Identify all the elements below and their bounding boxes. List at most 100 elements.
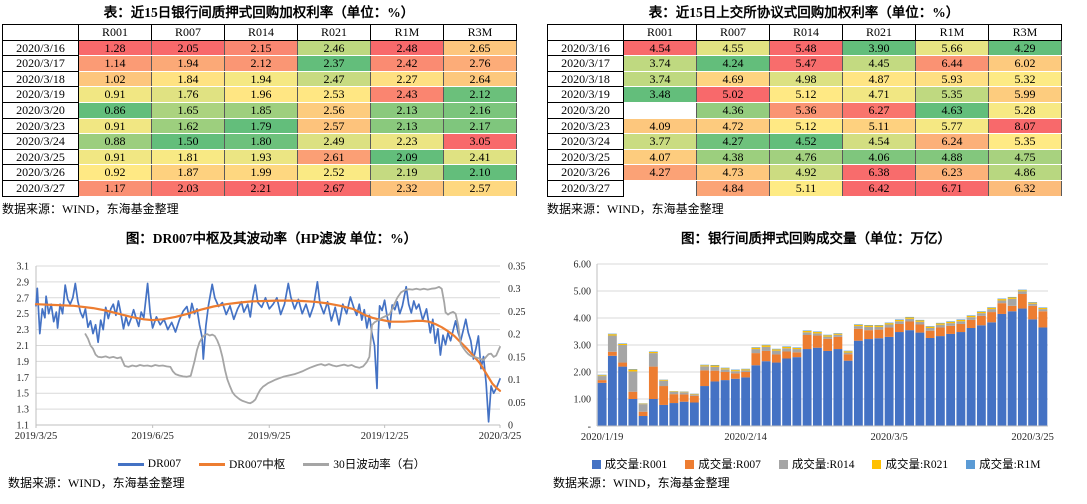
bar-segment-成交量:R014 [607, 335, 617, 352]
table-row: 2020/3/17 3.74 4.24 5.47 4.45 6.44 6.02 [547, 55, 1062, 72]
table-row: 2020/3/19 3.48 5.02 5.12 4.71 5.35 5.99 [547, 86, 1062, 103]
bar-segment-成交量:R014 [679, 392, 689, 395]
bar-segment-成交量:R014 [894, 321, 904, 324]
table-row: 2020/3/20 0.86 1.65 1.85 2.56 2.13 2.16 [2, 101, 517, 119]
value-cell: 5.11 [842, 117, 916, 135]
value-cell: 1.87 [151, 164, 225, 181]
date-cell: 2020/3/20 [547, 101, 624, 119]
bar-segment-成交量:R021 [648, 352, 658, 354]
bar-segment-成交量:R021 [1017, 290, 1027, 292]
bar-segment-成交量:R001 [966, 327, 976, 426]
bar-segment-成交量:R014 [925, 327, 935, 331]
value-cell: 2.65 [443, 39, 517, 57]
legend-square-swatch [591, 459, 601, 469]
series-30日波动率（右） [84, 286, 501, 405]
interbank-heatmap-table: R001 R007 R014 R021 R1M R3M 2020/3/16 1.28 2.05 2… [2, 24, 543, 197]
table-row: 2020/3/18 3.74 4.69 4.98 4.87 5.93 5.32 [547, 70, 1062, 88]
column-header: R014 [224, 24, 298, 41]
column-header: R007 [696, 24, 770, 41]
interbank-source-note: 数据来源：WIND，东海基金整理 [2, 201, 179, 216]
date-cell: 2020/3/26 [2, 164, 79, 181]
bar-segment-成交量:R007 [997, 303, 1007, 314]
bar-segment-成交量:R1M [648, 351, 658, 353]
value-cell: 1.99 [224, 164, 298, 181]
value-cell: 2.32 [370, 179, 444, 197]
bar-segment-成交量:R007 [730, 373, 740, 379]
bar-segment-成交量:R007 [700, 370, 710, 387]
bar-segment-成交量:R1M [720, 367, 730, 369]
bar-segment-成交量:R1M [997, 298, 1007, 300]
bar-segment-成交量:R001 [761, 361, 771, 426]
bar-segment-成交量:R021 [853, 324, 863, 327]
legend-label: 成交量:R014 [791, 459, 855, 471]
bar-segment-成交量:R001 [833, 349, 843, 426]
bar-segment-成交量:R014 [669, 391, 679, 395]
bar-segment-成交量:R014 [597, 376, 607, 381]
bar-segment-成交量:R007 [935, 327, 945, 337]
left-axis-label: 1.7 [17, 373, 30, 384]
legend-square-swatch [685, 459, 695, 469]
bar-segment-成交量:R021 [833, 333, 843, 335]
value-cell: 0.91 [78, 148, 152, 166]
value-cell: 1.17 [78, 179, 152, 197]
bar-segment-成交量:R007 [1028, 305, 1038, 320]
value-cell: 2.13 [370, 117, 444, 135]
legend-item: 成交量:R014 [778, 456, 855, 472]
bar-segment-成交量:R001 [956, 332, 966, 426]
bar-segment-成交量:R021 [669, 391, 679, 392]
bar-segment-成交量:R007 [925, 330, 935, 338]
dr007-line-chart: 3.1 2.9 2.7 2.5 2.3 2.1 1.9 1.7 1.5 1.3 1.1 0.35 0.3… [15, 262, 526, 443]
bar-segment-成交量:R1M [730, 369, 740, 371]
legend-label: 成交量:R007 [698, 459, 761, 471]
bar-segment-成交量:R001 [618, 366, 628, 426]
left-axis-label: 2.5 [17, 309, 30, 320]
bar-segment-成交量:R014 [659, 380, 669, 387]
table-row: 2020/3/19 0.91 1.76 1.96 2.53 2.43 2.12 [2, 86, 517, 103]
x-axis-label: 2020/1/19 [581, 432, 624, 443]
bar-segment-成交量:R001 [905, 330, 915, 426]
value-cell: 3.90 [842, 39, 916, 57]
x-axis-label: 2020/2/14 [724, 432, 767, 443]
volume-source-note: 数据来源：WIND，东海基金整理 [553, 476, 730, 490]
bar-segment-成交量:R021 [659, 379, 669, 381]
right-axis-label: 0.05 [508, 398, 526, 409]
bar-segment-成交量:R001 [1017, 308, 1027, 426]
bar-segment-成交量:R001 [659, 404, 669, 426]
bar-segment-成交量:R021 [905, 317, 915, 319]
bar-segment-成交量:R007 [638, 411, 648, 417]
left-axis-label: 2.1 [17, 341, 30, 352]
table-row: 2020/3/16 4.54 4.55 5.48 3.90 5.66 4.29 [547, 39, 1062, 57]
y-axis-label: 5.00 [574, 287, 592, 298]
bar-segment-成交量:R007 [1007, 305, 1017, 312]
legend-square-swatch [966, 459, 976, 469]
bar-segment-成交量:R1M [700, 364, 710, 366]
bar-segment-成交量:R021 [987, 307, 997, 310]
bar-segment-成交量:R001 [864, 339, 874, 426]
bar-segment-成交量:R021 [956, 319, 966, 322]
value-cell: 2.41 [443, 148, 517, 166]
value-cell: 5.12 [769, 117, 843, 135]
bar-segment-成交量:R021 [710, 365, 720, 367]
bar-segment-成交量:R014 [884, 324, 894, 328]
bar-segment-成交量:R1M [802, 330, 812, 331]
value-cell: 6.27 [842, 101, 916, 119]
bar-segment-成交量:R1M [710, 364, 720, 366]
sse-source-note: 数据来源：WIND，东海基金整理 [547, 201, 724, 216]
bar-segment-成交量:R007 [648, 366, 658, 399]
bar-segment-成交量:R014 [638, 404, 648, 412]
left-axis-label: 1.5 [17, 389, 30, 400]
value-cell: 4.09 [623, 117, 697, 135]
value-cell: 4.69 [696, 70, 770, 88]
bar-segment-成交量:R1M [833, 333, 843, 334]
date-cell: 2020/3/17 [547, 55, 624, 72]
value-cell: 1.62 [151, 117, 225, 135]
table-row: 2020/3/17 1.14 1.94 2.12 2.37 2.42 2.76 [2, 55, 517, 72]
bar-segment-成交量:R1M [597, 374, 607, 376]
value-cell: 2.10 [443, 164, 517, 181]
bar-segment-成交量:R007 [946, 325, 956, 334]
y-axis-label: 2.00 [574, 368, 592, 379]
bar-segment-成交量:R001 [843, 360, 853, 426]
bar-segment-成交量:R1M [823, 334, 833, 336]
bar-segment-成交量:R001 [782, 358, 792, 426]
bar-segment-成交量:R021 [638, 403, 648, 405]
